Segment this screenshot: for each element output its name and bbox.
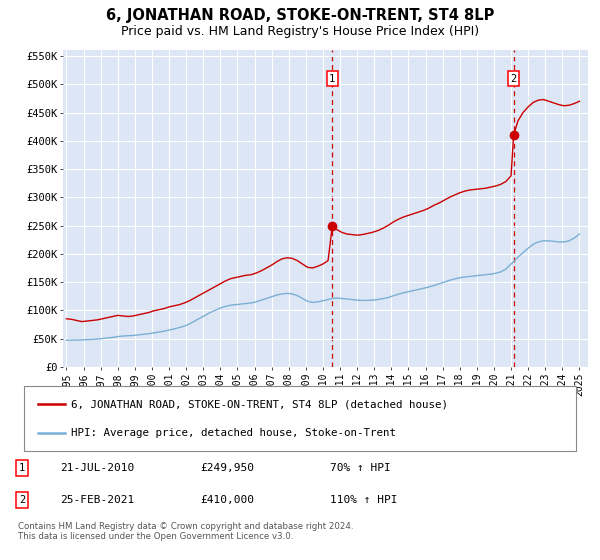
Text: 6, JONATHAN ROAD, STOKE-ON-TRENT, ST4 8LP: 6, JONATHAN ROAD, STOKE-ON-TRENT, ST4 8L…: [106, 8, 494, 24]
Text: 2: 2: [511, 74, 517, 83]
Text: 21-JUL-2010: 21-JUL-2010: [60, 463, 134, 473]
Text: 1: 1: [329, 74, 335, 83]
Text: 6, JONATHAN ROAD, STOKE-ON-TRENT, ST4 8LP (detached house): 6, JONATHAN ROAD, STOKE-ON-TRENT, ST4 8L…: [71, 399, 448, 409]
Text: 70% ↑ HPI: 70% ↑ HPI: [330, 463, 391, 473]
Text: 1: 1: [19, 463, 25, 473]
Text: Price paid vs. HM Land Registry's House Price Index (HPI): Price paid vs. HM Land Registry's House …: [121, 25, 479, 38]
Text: £410,000: £410,000: [200, 495, 254, 505]
Text: 2: 2: [19, 495, 25, 505]
Text: 110% ↑ HPI: 110% ↑ HPI: [330, 495, 398, 505]
Text: HPI: Average price, detached house, Stoke-on-Trent: HPI: Average price, detached house, Stok…: [71, 428, 396, 438]
Text: 25-FEB-2021: 25-FEB-2021: [60, 495, 134, 505]
Text: Contains HM Land Registry data © Crown copyright and database right 2024.
This d: Contains HM Land Registry data © Crown c…: [18, 522, 353, 542]
Text: £249,950: £249,950: [200, 463, 254, 473]
